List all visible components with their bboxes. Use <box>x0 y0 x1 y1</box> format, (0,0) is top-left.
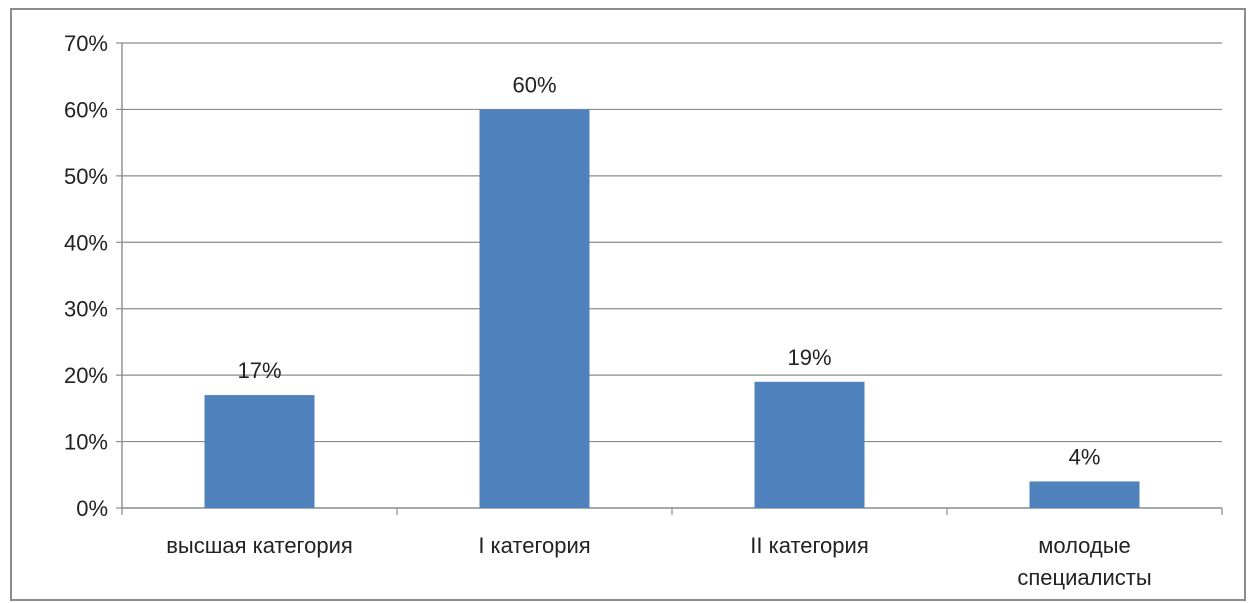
category-label: специалисты <box>1017 565 1151 590</box>
data-label: 4% <box>1069 444 1101 469</box>
y-tick-label: 40% <box>64 230 108 255</box>
bar <box>479 109 590 508</box>
bars <box>204 109 1140 508</box>
y-tick-label: 50% <box>64 164 108 189</box>
category-label: II категория <box>750 533 868 558</box>
category-label: высшая категория <box>166 533 353 558</box>
gridlines <box>122 42 1222 443</box>
category-label: молодые <box>1038 533 1131 558</box>
data-labels: 17% 60% 19% 4% <box>237 72 1100 469</box>
y-tick-label: 10% <box>64 430 108 455</box>
y-axis-tick-labels: 0% 10% 20% 30% 40% 50% 60% 70% <box>64 31 108 521</box>
data-label: 60% <box>512 72 556 97</box>
y-tick-label: 0% <box>76 496 108 521</box>
x-axis-category-labels: высшая категория I категория II категория м… <box>166 533 1151 590</box>
category-label: I категория <box>478 533 590 558</box>
data-label: 17% <box>237 358 281 383</box>
y-tick-label: 70% <box>64 31 108 56</box>
y-tick-label: 20% <box>64 363 108 388</box>
y-tick-label: 30% <box>64 297 108 322</box>
bar <box>204 395 315 508</box>
y-tick-label: 60% <box>64 97 108 122</box>
data-label: 19% <box>787 345 831 370</box>
bar <box>1029 481 1140 508</box>
bar <box>754 381 865 508</box>
